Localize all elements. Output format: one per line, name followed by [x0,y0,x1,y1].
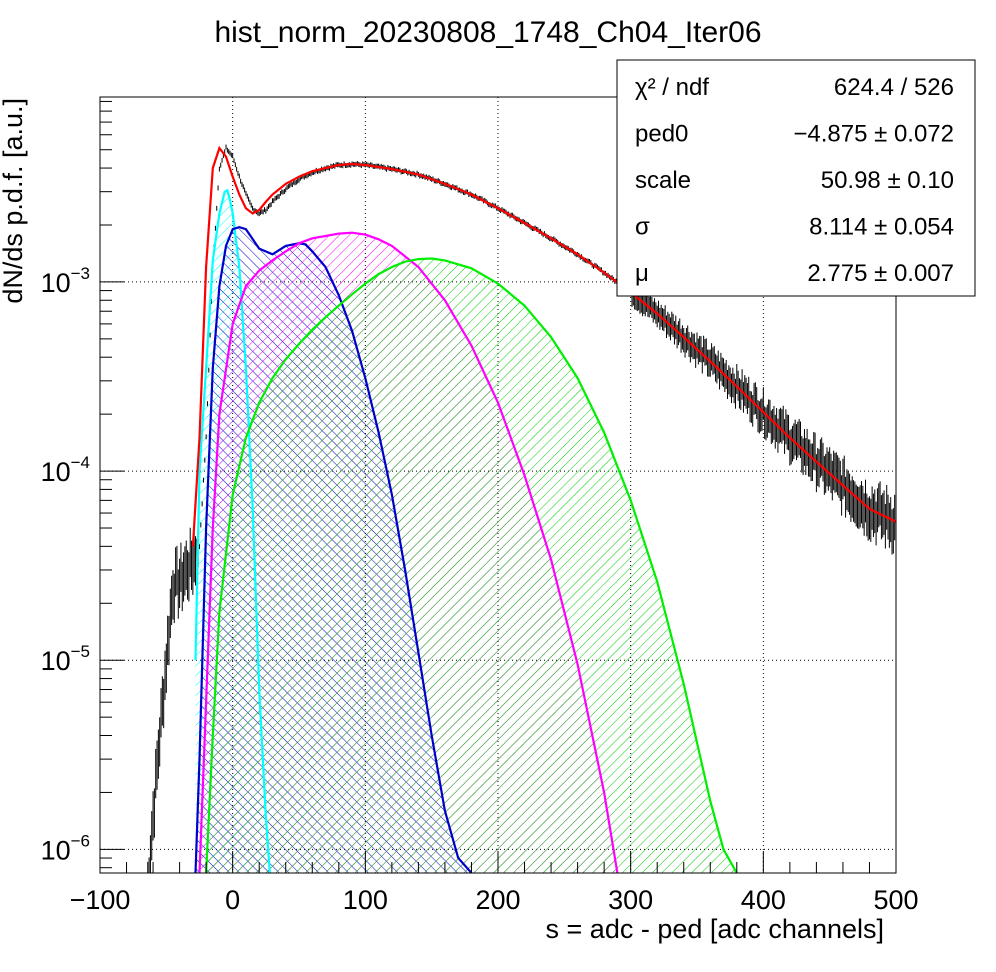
stat-name: μ [635,260,649,287]
stat-value: 624.4 / 526 [834,74,954,101]
x-tick-label: 200 [475,885,520,915]
x-axis-label: s = adc - ped [adc channels] [546,914,884,944]
x-tick-label: 400 [741,885,786,915]
stats-box-frame [616,59,976,297]
stat-name: χ² / ndf [635,74,709,101]
x-tick-label: 300 [608,885,653,915]
axes: −100 0 100 200 300 400 500 10−6 10−5 10−4 10−3 [41,100,919,915]
x-tick-label: 0 [225,885,240,915]
chart-title: hist_norm_20230808_1748_Ch04_Iter06 [214,16,761,49]
component-fill-green [206,258,737,873]
total-fit-curve [191,145,896,547]
y-axis-label: dN/ds p.d.f. [a.u.] [0,98,28,304]
x-tick-label: 500 [873,885,918,915]
component-curve-magenta [198,231,619,873]
y-tick-label: 10−6 [41,831,90,865]
x-tick-label: 100 [343,885,388,915]
component-curve-green [205,257,738,873]
component-curve-blue [194,225,473,873]
y-tick-label: 10−3 [41,264,90,298]
component-fills [195,190,737,873]
stat-name: scale [635,167,691,194]
x-tick-label: −100 [70,885,131,915]
stat-value: 50.98 ± 0.10 [821,167,954,194]
y-tick-label: 10−4 [41,453,90,487]
stat-value: 2.775 ± 0.007 [807,260,954,287]
stat-name: ped0 [635,121,688,148]
component-curve-cyan [194,188,271,873]
fit-curves [191,145,896,873]
fit-statistics-box: χ² / ndf 624.4 / 526 ped0 −4.875 ± 0.072 sca… [616,59,976,297]
y-tick-label: 10−5 [41,642,90,676]
stat-value: 8.114 ± 0.054 [809,214,954,241]
stat-name: σ [635,214,650,241]
stat-value: −4.875 ± 0.072 [793,121,954,148]
